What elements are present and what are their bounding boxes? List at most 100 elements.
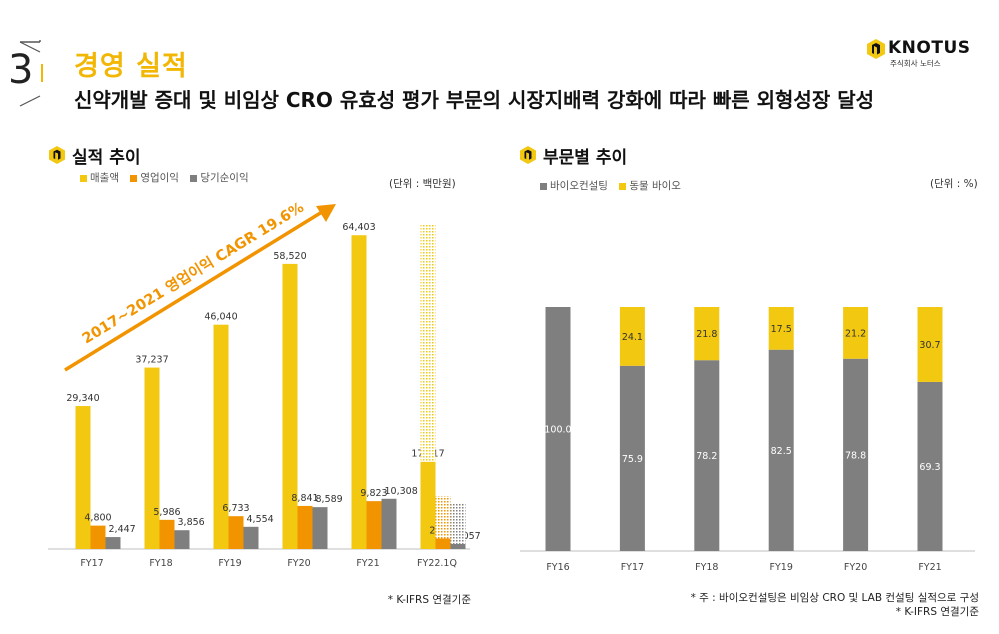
bar-bio-consulting-fy17 [619, 365, 645, 551]
right-section-heading: 부문별 추이 [543, 148, 628, 168]
bar-net-income-fy22.1q [450, 543, 466, 549]
x-tick-label-fy18: FY18 [149, 558, 172, 569]
bar-revenue-fy18 [144, 367, 160, 549]
right-unit-label: (단위 : %) [930, 178, 978, 190]
legend-item-operating-profit: 영업이익 [130, 170, 179, 185]
data-label-bio-consulting-fy20: 78.8 [845, 450, 866, 461]
data-label-animal-bio-fy21: 30.7 [919, 340, 940, 351]
projection-bar-operating-profit [435, 496, 451, 539]
data-label-bio-consulting-fy21: 69.3 [919, 462, 940, 473]
legend-label: 영업이익 [140, 172, 179, 184]
legend-label: 동물 바이오 [629, 180, 681, 192]
bar-operating-profit-fy19 [228, 516, 244, 549]
bar-net-income-fy20 [312, 507, 328, 549]
bar-bio-consulting-fy18 [694, 360, 720, 551]
bar-revenue-fy17 [75, 406, 91, 549]
data-label-operating-profit-fy19: 6,733 [222, 503, 249, 514]
legend-item-animal-bio: 동물 바이오 [619, 178, 681, 193]
x-tick-label-fy21: FY21 [356, 558, 379, 569]
bar-bio-consulting-fy20 [843, 358, 869, 551]
legend-swatch [80, 174, 87, 182]
x-tick-label-fy19: FY19 [770, 562, 793, 573]
bar-bio-consulting-fy19 [768, 349, 794, 551]
bar-operating-profit-fy22.1q [435, 538, 451, 549]
x-tick-label-fy20: FY20 [287, 558, 310, 569]
bar-animal-bio-fy21 [917, 307, 943, 382]
right-footnote-2: * K-IFRS 연결기준 [895, 606, 979, 618]
left-section-heading: 실적 추이 [72, 148, 141, 168]
legend-item-net-income: 당기순이익 [190, 170, 249, 185]
data-label-operating-profit-fy18: 5,986 [153, 507, 180, 518]
bar-animal-bio-fy17 [619, 307, 645, 366]
data-label-revenue-fy18: 37,237 [135, 355, 168, 366]
x-tick-label-fy19: FY19 [218, 558, 241, 569]
x-tick-label-fy17: FY17 [621, 562, 644, 573]
bar-revenue-fy21 [351, 235, 367, 549]
bar-operating-profit-fy17 [90, 525, 106, 549]
page-subtitle: 신약개발 증대 및 비임상 CRO 유효성 평가 부문의 시장지배력 강화에 따… [74, 88, 874, 112]
projection-bar-revenue [420, 225, 436, 462]
data-label-operating-profit-fy17: 4,800 [84, 513, 111, 524]
bar-operating-profit-fy20 [297, 505, 313, 549]
bar-revenue-fy19 [213, 324, 229, 549]
x-tick-label-fy22.1q: FY22.1Q [417, 558, 457, 569]
data-label-bio-consulting-fy18: 78.2 [696, 451, 717, 462]
data-label-operating-profit-fy20: 8,841 [291, 493, 318, 504]
projection-bar-net-income [450, 503, 466, 544]
x-tick-label-fy21: FY21 [918, 562, 941, 573]
legend-item-revenue: 매출액 [80, 170, 119, 185]
data-label-animal-bio-fy19: 17.5 [771, 324, 792, 335]
legend-swatch [540, 182, 547, 190]
data-label-net-income-fy17: 2,447 [109, 524, 136, 535]
legend-label: 매출액 [90, 172, 119, 184]
data-label-operating-profit-fy21: 9,823 [360, 488, 387, 499]
data-label-bio-consulting-fy17: 75.9 [622, 454, 643, 465]
legend-swatch [619, 182, 627, 190]
x-tick-label-fy17: FY17 [80, 558, 103, 569]
legend-item-bio-consulting: 바이오컨설팅 [540, 178, 608, 193]
bar-bio-consulting-fy21 [917, 381, 943, 551]
data-label-net-income-fy21: 10,308 [385, 486, 418, 497]
bar-revenue-fy20 [282, 263, 298, 549]
legend-swatch [130, 174, 138, 182]
data-label-animal-bio-fy18: 21.8 [696, 329, 717, 340]
legend-label: 당기순이익 [200, 172, 249, 184]
knotus-logo-icon [867, 39, 885, 59]
left-footnote: * K-IFRS 연결기준 [387, 594, 471, 606]
bar-operating-profit-fy21 [366, 501, 382, 549]
bar-net-income-fy21 [381, 498, 397, 549]
right-legend: 바이오컨설팅 동물 바이오 [540, 178, 689, 193]
right-footnote-1: * 주 : 바이오컨설팅은 비임상 CRO 및 LAB 컨설팅 실적으로 구성 [690, 592, 979, 604]
data-label-animal-bio-fy20: 21.2 [845, 328, 866, 339]
x-tick-label-fy16: FY16 [546, 562, 569, 573]
x-tick-label-fy20: FY20 [844, 562, 867, 573]
x-tick-label-fy18: FY18 [695, 562, 718, 573]
bar-bio-consulting-fy16 [545, 307, 571, 551]
data-label-revenue-fy19: 46,040 [204, 312, 237, 323]
data-label-net-income-fy22.1q: 1,057 [454, 531, 481, 542]
bar-animal-bio-fy18 [694, 307, 720, 361]
bar-net-income-fy18 [174, 530, 190, 549]
data-label-net-income-fy19: 4,554 [247, 514, 274, 525]
bar-animal-bio-fy19 [768, 307, 794, 350]
section-bracket-decoration [19, 40, 43, 107]
section-number: 3 [8, 47, 34, 93]
bar-net-income-fy19 [243, 526, 259, 549]
data-label-animal-bio-fy17: 24.1 [622, 332, 643, 343]
page-title: 경영 실적 [74, 51, 188, 82]
data-label-net-income-fy18: 3,856 [178, 517, 205, 528]
left-legend: 매출액 영업이익 당기순이익 [80, 170, 257, 185]
section-hex-icon [49, 146, 65, 164]
data-label-revenue-fy17: 29,340 [66, 393, 99, 404]
legend-swatch [190, 174, 198, 182]
data-label-revenue-fy21: 64,403 [342, 222, 375, 233]
left-unit-label: (단위 : 백만원) [389, 178, 456, 190]
data-label-revenue-fy20: 58,520 [273, 251, 306, 262]
logo-subtitle: 주식회사 노터스 [890, 59, 941, 68]
bar-net-income-fy17 [105, 537, 121, 549]
data-label-bio-consulting-fy19: 82.5 [771, 446, 792, 457]
bar-revenue-fy22.1q [420, 461, 436, 549]
bar-operating-profit-fy18 [159, 519, 175, 549]
